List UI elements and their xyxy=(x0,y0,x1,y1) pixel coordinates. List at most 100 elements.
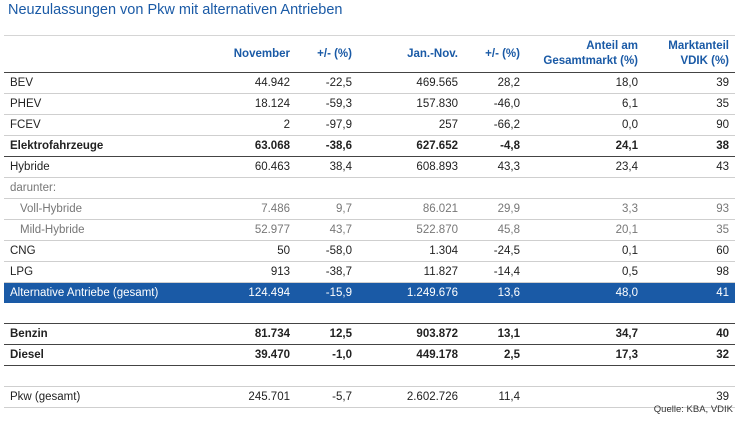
row-label: LPG xyxy=(4,261,204,283)
table-row: LPG 913 -38,7 11.827 -14,4 0,5 98 xyxy=(4,261,735,283)
cell-jan-nov-change xyxy=(464,177,526,199)
cell-jan-nov: 469.565 xyxy=(358,72,464,94)
cell-november: 44.942 xyxy=(204,72,296,94)
cell-market-share: 20,1 xyxy=(526,219,644,241)
row-label: BEV xyxy=(4,72,204,94)
row-label: Hybride xyxy=(4,156,204,178)
cell-november-change: 38,4 xyxy=(296,156,358,178)
cell-november-change: -1,0 xyxy=(296,344,358,366)
cell-market-share: 6,1 xyxy=(526,93,644,115)
row-label: Benzin xyxy=(4,323,204,345)
cell-november: 60.463 xyxy=(204,156,296,178)
table-row: PHEV 18.124 -59,3 157.830 -46,0 6,1 35 xyxy=(4,93,735,115)
cell-november: 52.977 xyxy=(204,219,296,241)
cell-november-change: 12,5 xyxy=(296,323,358,345)
cell-jan-nov-change: -14,4 xyxy=(464,261,526,283)
header-market-share-line2: Gesamtmarkt (%) xyxy=(543,55,638,67)
registrations-table: November +/- (%) Jan.-Nov. +/- (%) Antei… xyxy=(4,35,735,408)
cell-vdik-share: 90 xyxy=(644,114,735,136)
cell-market-share: 0,1 xyxy=(526,240,644,262)
source-note: Quelle: KBA, VDIK xyxy=(653,404,733,415)
cell-jan-nov: 1.304 xyxy=(358,240,464,262)
row-label: FCEV xyxy=(4,114,204,136)
header-vdik-share-line1: Marktanteil xyxy=(668,40,729,52)
table-row-fuel: Diesel 39.470 -1,0 449.178 2,5 17,3 32 xyxy=(4,344,735,366)
cell-november-change: -22,5 xyxy=(296,72,358,94)
row-label: Alternative Antriebe (gesamt) xyxy=(4,282,204,303)
page-title: Neuzulassungen von Pkw mit alternativen … xyxy=(8,2,343,18)
row-label: PHEV xyxy=(4,93,204,115)
header-market-share-line1: Anteil am xyxy=(586,40,638,52)
cell-market-share: 24,1 xyxy=(526,135,644,157)
cell-november-change: -15,9 xyxy=(296,282,358,303)
cell-jan-nov-change: 45,8 xyxy=(464,219,526,241)
cell-jan-nov-change: 11,4 xyxy=(464,386,526,408)
header-market-share: Anteil am Gesamtmarkt (%) xyxy=(526,35,644,73)
cell-jan-nov: 2.602.726 xyxy=(358,386,464,408)
cell-november: 124.494 xyxy=(204,282,296,303)
cell-november: 245.701 xyxy=(204,386,296,408)
header-vdik-share-line2: VDIK (%) xyxy=(680,55,729,67)
table-row-subtotal: Elektrofahrzeuge 63.068 -38,6 627.652 -4… xyxy=(4,135,735,157)
cell-november-change: -97,9 xyxy=(296,114,358,136)
cell-market-share: 48,0 xyxy=(526,282,644,303)
cell-vdik-share: 41 xyxy=(644,282,735,303)
cell-vdik-share: 60 xyxy=(644,240,735,262)
cell-jan-nov-change: -66,2 xyxy=(464,114,526,136)
cell-market-share xyxy=(526,386,644,408)
table-row: CNG 50 -58,0 1.304 -24,5 0,1 60 xyxy=(4,240,735,262)
table-row-highlight: Alternative Antriebe (gesamt) 124.494 -1… xyxy=(4,282,735,303)
cell-jan-nov: 157.830 xyxy=(358,93,464,115)
cell-november-change: -38,6 xyxy=(296,135,358,157)
cell-market-share: 3,3 xyxy=(526,198,644,220)
header-vdik-share: Marktanteil VDIK (%) xyxy=(644,35,735,73)
cell-november-change: -5,7 xyxy=(296,386,358,408)
cell-market-share: 17,3 xyxy=(526,344,644,366)
cell-jan-nov-change: 2,5 xyxy=(464,344,526,366)
table-row-total: Pkw (gesamt) 245.701 -5,7 2.602.726 11,4… xyxy=(4,386,735,408)
cell-vdik-share: 35 xyxy=(644,93,735,115)
cell-jan-nov: 627.652 xyxy=(358,135,464,157)
cell-vdik-share xyxy=(644,177,735,199)
header-november-change: +/- (%) xyxy=(296,35,358,73)
table-row-fuel: Benzin 81.734 12,5 903.872 13,1 34,7 40 xyxy=(4,323,735,345)
row-label: Voll-Hybride xyxy=(4,198,204,220)
cell-vdik-share: 39 xyxy=(644,386,735,408)
cell-jan-nov-change: 28,2 xyxy=(464,72,526,94)
cell-november: 63.068 xyxy=(204,135,296,157)
cell-november: 2 xyxy=(204,114,296,136)
cell-jan-nov: 608.893 xyxy=(358,156,464,178)
header-november: November xyxy=(204,35,296,73)
cell-jan-nov-change: -4,8 xyxy=(464,135,526,157)
cell-jan-nov: 86.021 xyxy=(358,198,464,220)
row-label: CNG xyxy=(4,240,204,262)
cell-november: 18.124 xyxy=(204,93,296,115)
header-jan-nov: Jan.-Nov. xyxy=(358,35,464,73)
cell-november-change xyxy=(296,177,358,199)
cell-jan-nov xyxy=(358,177,464,199)
cell-vdik-share: 40 xyxy=(644,323,735,345)
cell-vdik-share: 32 xyxy=(644,344,735,366)
cell-vdik-share: 98 xyxy=(644,261,735,283)
cell-market-share xyxy=(526,177,644,199)
row-label: Diesel xyxy=(4,344,204,366)
cell-vdik-share: 93 xyxy=(644,198,735,220)
cell-market-share: 18,0 xyxy=(526,72,644,94)
cell-november-change: -38,7 xyxy=(296,261,358,283)
cell-market-share: 0,0 xyxy=(526,114,644,136)
cell-market-share: 23,4 xyxy=(526,156,644,178)
cell-jan-nov-change: 29,9 xyxy=(464,198,526,220)
table-row-sub: Voll-Hybride 7.486 9,7 86.021 29,9 3,3 9… xyxy=(4,198,735,220)
row-label: Pkw (gesamt) xyxy=(4,386,204,408)
cell-jan-nov-change: -24,5 xyxy=(464,240,526,262)
cell-november-change: 9,7 xyxy=(296,198,358,220)
cell-november-change: -59,3 xyxy=(296,93,358,115)
cell-november-change: 43,7 xyxy=(296,219,358,241)
cell-market-share: 34,7 xyxy=(526,323,644,345)
table-row: Hybride 60.463 38,4 608.893 43,3 23,4 43 xyxy=(4,156,735,178)
cell-jan-nov: 11.827 xyxy=(358,261,464,283)
cell-november-change: -58,0 xyxy=(296,240,358,262)
table-spacer-row xyxy=(4,365,735,387)
cell-november: 50 xyxy=(204,240,296,262)
header-category xyxy=(4,35,204,73)
